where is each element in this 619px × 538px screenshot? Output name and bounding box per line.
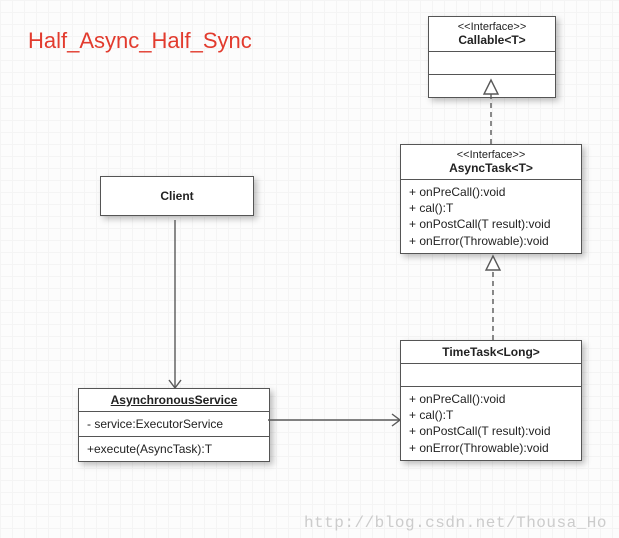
- member: + onPostCall(T result):void: [409, 216, 573, 232]
- uml-section: [401, 364, 581, 387]
- uml-class-callable: <<Interface>> Callable<T>: [428, 16, 556, 98]
- uml-class-timetask: TimeTask<Long> + onPreCall():void + cal(…: [400, 340, 582, 461]
- stereotype: <<Interface>>: [435, 21, 549, 33]
- member: + cal():T: [409, 407, 573, 423]
- uml-section: + onPreCall():void + cal():T + onPostCal…: [401, 387, 581, 460]
- member: + cal():T: [409, 200, 573, 216]
- uml-class-asyncservice: AsynchronousService - service:ExecutorSe…: [78, 388, 270, 462]
- stereotype: <<Interface>>: [407, 149, 575, 161]
- watermark: http://blog.csdn.net/Thousa_Ho: [304, 514, 607, 532]
- uml-class-header: <<Interface>> AsyncTask<T>: [401, 145, 581, 180]
- member: +execute(AsyncTask):T: [87, 441, 261, 457]
- uml-section: - service:ExecutorService: [79, 412, 269, 437]
- arrow-open-triangle: [486, 256, 500, 270]
- uml-class-header: <<Interface>> Callable<T>: [429, 17, 555, 52]
- uml-class-header: TimeTask<Long>: [401, 341, 581, 364]
- uml-class-client: Client: [100, 176, 254, 216]
- uml-section: +execute(AsyncTask):T: [79, 437, 269, 461]
- uml-section: + onPreCall():void + cal():T + onPostCal…: [401, 180, 581, 253]
- class-name: Client: [107, 189, 247, 203]
- member: + onPostCall(T result):void: [409, 423, 573, 439]
- member: - service:ExecutorService: [87, 416, 261, 432]
- class-name: Callable<T>: [435, 33, 549, 47]
- class-name: AsyncTask<T>: [407, 161, 575, 175]
- class-name: AsynchronousService: [85, 393, 263, 407]
- uml-section: [429, 52, 555, 75]
- member: + onError(Throwable):void: [409, 233, 573, 249]
- uml-section: [429, 75, 555, 97]
- member: + onError(Throwable):void: [409, 440, 573, 456]
- arrow-open: [392, 414, 400, 426]
- arrow-open: [169, 380, 181, 388]
- diagram-title: Half_Async_Half_Sync: [28, 28, 252, 54]
- uml-class-asynctask: <<Interface>> AsyncTask<T> + onPreCall()…: [400, 144, 582, 254]
- uml-class-header: Client: [101, 177, 253, 215]
- member: + onPreCall():void: [409, 184, 573, 200]
- member: + onPreCall():void: [409, 391, 573, 407]
- class-name: TimeTask<Long>: [407, 345, 575, 359]
- uml-class-header: AsynchronousService: [79, 389, 269, 412]
